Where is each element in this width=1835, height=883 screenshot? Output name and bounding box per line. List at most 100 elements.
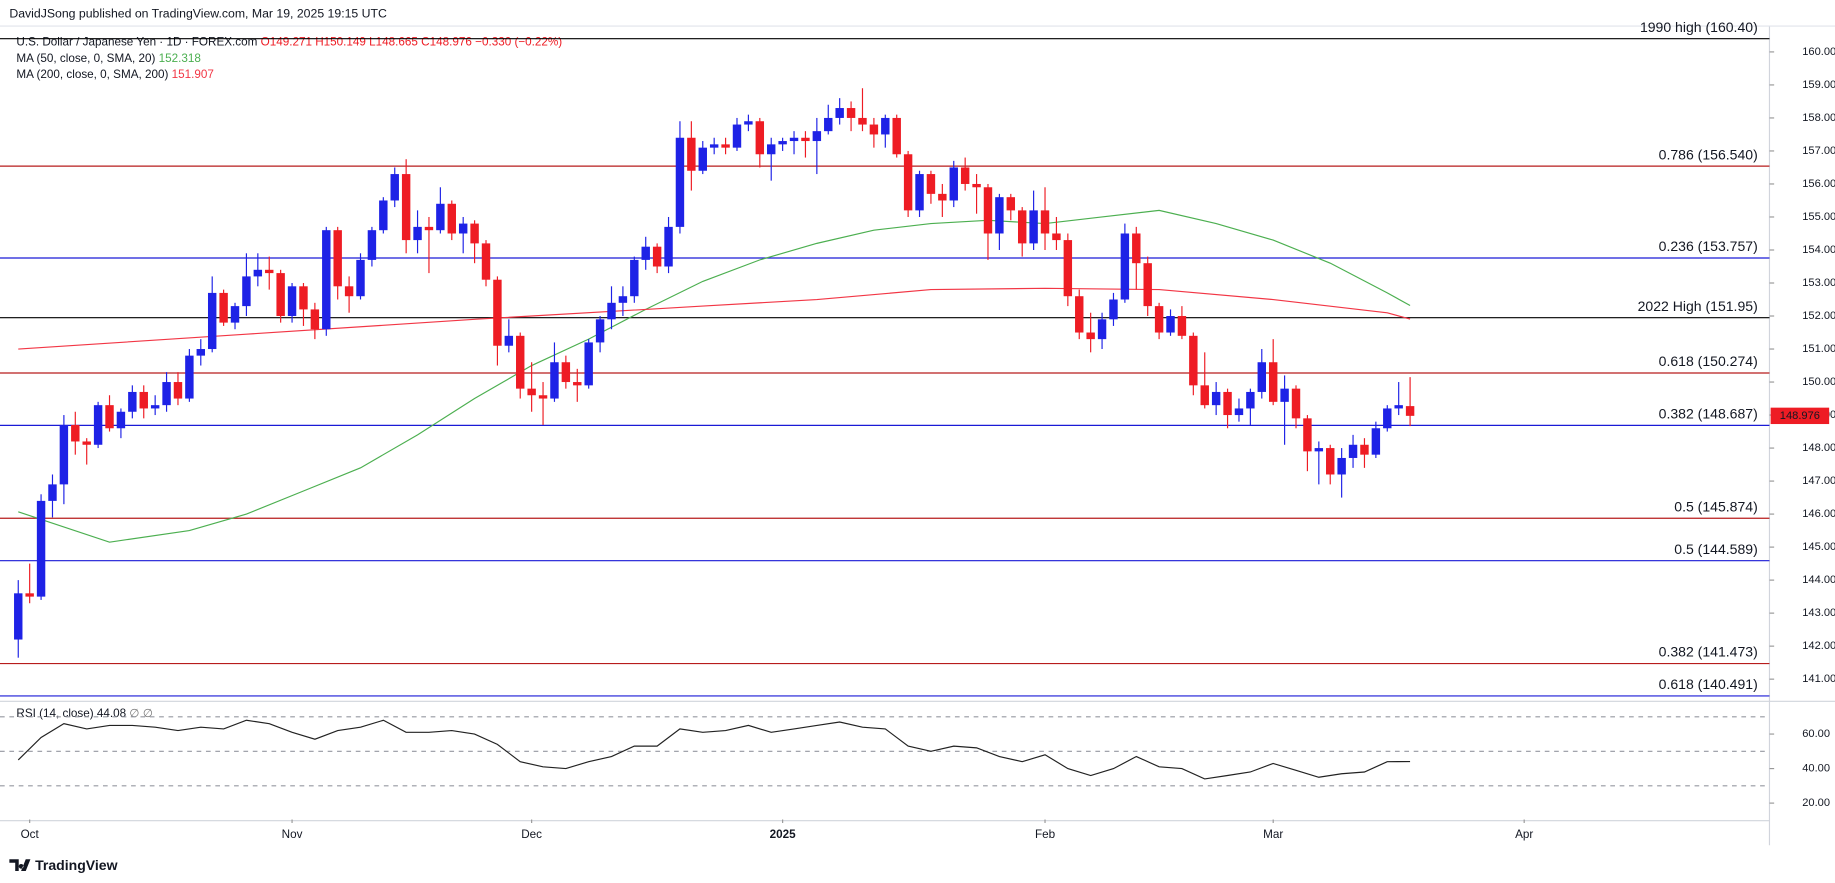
y-tick-label: 154.000 [1802, 244, 1835, 256]
candle-body [276, 273, 285, 317]
candle-body [265, 269, 274, 274]
candle-body [1006, 197, 1016, 211]
candle-body [128, 391, 137, 412]
rsi-flags: ∅ ∅ [129, 707, 153, 720]
candle-body [344, 286, 354, 297]
candle-body [458, 223, 468, 234]
candle-body [1017, 210, 1027, 244]
candle-body [207, 292, 217, 350]
candle-body [14, 593, 23, 640]
x-tick-label: Nov [282, 828, 303, 841]
level-label: 1990 high (160.40) [1640, 19, 1758, 35]
candle-body [299, 286, 308, 310]
y-tick-label: 151.000 [1802, 343, 1835, 355]
candle-body [778, 141, 787, 145]
candle-body [1303, 418, 1312, 452]
y-tick-label: 150.000 [1802, 376, 1835, 388]
candle-body [1029, 210, 1038, 244]
rsi-value: 44.08 [97, 707, 126, 720]
candle-body [858, 117, 867, 125]
candle-body [881, 117, 890, 135]
y-tick-label: 158.000 [1802, 112, 1835, 124]
candle-body [93, 405, 103, 445]
ma50-legend: MA (50, close, 0, SMA, 20) 152.318 [16, 52, 201, 65]
level-label: 0.618 (150.274) [1659, 353, 1758, 369]
candle-body [573, 382, 582, 386]
candle-body [675, 137, 685, 227]
candle-body [504, 335, 514, 346]
candle-body [401, 174, 411, 241]
candle-body [1189, 335, 1198, 386]
candle-body [561, 362, 571, 383]
candle-body [36, 500, 46, 597]
close-label: C148.976 [421, 36, 472, 49]
candle-body [150, 405, 160, 409]
low-label: L148.665 [369, 36, 418, 49]
candle-body [139, 391, 148, 409]
candle-body [242, 276, 251, 307]
candle-body [470, 223, 479, 244]
rsi-legend: RSI (14, close) 44.08 ∅ ∅ [16, 707, 153, 720]
candle-body [1394, 405, 1403, 409]
candle-body [949, 167, 958, 201]
line-series [17, 719, 1411, 780]
candle-body [1200, 385, 1209, 406]
candle-body [310, 309, 320, 330]
candle-body [824, 117, 833, 132]
candle-body [436, 203, 445, 231]
candle-body [1086, 332, 1095, 340]
candle-body [755, 121, 765, 155]
candle-body [185, 355, 194, 399]
y-tick-label: 145.000 [1802, 541, 1835, 553]
symbol-legend: U.S. Dollar / Japanese Yen · 1D · FOREX.… [16, 36, 562, 49]
candle-body [1120, 233, 1130, 300]
candle-body [801, 137, 810, 142]
candle-body [846, 108, 856, 118]
y-tick-label: 156.000 [1802, 178, 1835, 190]
candle-body [584, 342, 593, 386]
candle-body [1166, 316, 1175, 333]
candle-body [367, 230, 377, 260]
x-tick-label: Apr [1515, 828, 1533, 841]
candle-body [287, 286, 297, 317]
candle-body [322, 230, 331, 330]
candle-body [641, 246, 650, 260]
line-series [18, 287, 1411, 350]
candle-body [732, 124, 742, 148]
candle-body [173, 382, 183, 399]
candle-body [413, 226, 422, 241]
candle-body [607, 302, 616, 320]
candle-body [1143, 263, 1152, 307]
candle-body [333, 230, 342, 287]
candle-body [1132, 233, 1141, 264]
open-label: O149.271 [261, 36, 312, 49]
candle-body [744, 121, 753, 125]
candle-body [903, 154, 913, 211]
candle-body [767, 144, 776, 155]
y-tick-label: 141.000 [1802, 673, 1835, 685]
candle-body [721, 144, 730, 148]
line-series [18, 209, 1411, 543]
candle-body [1075, 296, 1084, 333]
candle-body [983, 187, 993, 234]
ma200-legend: MA (200, close, 0, SMA, 200) 151.907 [16, 68, 214, 81]
candle-body [550, 362, 559, 399]
candle-body [447, 203, 456, 234]
rsi-name: RSI (14, close) [16, 707, 93, 720]
last-price-tag [1770, 407, 1830, 425]
ma200-value: 151.907 [172, 68, 214, 81]
candle-body [1063, 240, 1073, 297]
candle-body [1257, 362, 1266, 392]
ma50-value: 152.318 [159, 52, 201, 65]
rsi-y-tick-label: 60.00 [1802, 728, 1830, 740]
symbol-title: U.S. Dollar / Japanese Yen · 1D · FOREX.… [16, 36, 257, 49]
y-tick-label: 152.000 [1802, 310, 1835, 322]
candle-body [59, 424, 69, 485]
candle-body [71, 424, 80, 442]
candle-body [698, 147, 707, 171]
candle-body [869, 124, 879, 135]
y-tick-label: 160.000 [1802, 46, 1835, 58]
candle-body [1337, 457, 1346, 475]
candle-body [1326, 448, 1335, 475]
